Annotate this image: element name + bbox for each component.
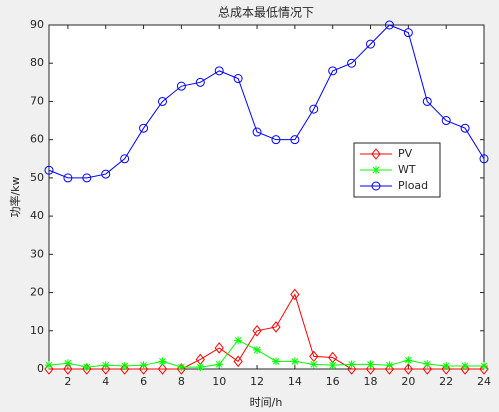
data-point (366, 39, 376, 49)
legend-label: Pload (398, 179, 428, 192)
data-point (460, 123, 470, 133)
chart-title: 总成本最低情况下 (218, 6, 314, 20)
data-point (271, 321, 281, 333)
legend-marker (371, 148, 381, 160)
y-tick-label: 0 (37, 362, 44, 375)
x-tick-label: 6 (140, 375, 147, 388)
y-axis-label: 功率/kw (8, 176, 22, 217)
data-point (309, 104, 319, 114)
data-point (214, 66, 224, 76)
data-point (215, 360, 224, 369)
data-point (63, 363, 73, 375)
legend-box (353, 142, 441, 198)
data-point (422, 96, 432, 106)
x-tick-label: 10 (212, 375, 226, 388)
x-tick-label: 16 (326, 375, 340, 388)
data-point (290, 357, 299, 366)
y-tick-label: 50 (30, 171, 44, 184)
data-point (195, 77, 205, 87)
data-point (403, 363, 413, 375)
data-point (177, 363, 186, 372)
data-point (120, 154, 130, 164)
data-point (271, 357, 280, 366)
data-point (366, 360, 375, 369)
x-axis-label: 时间/h (250, 396, 283, 409)
y-tick-label: 70 (30, 94, 44, 107)
x-tick-label: 14 (288, 375, 302, 388)
data-point (82, 173, 92, 183)
series-line (49, 293, 484, 370)
data-point (120, 361, 129, 370)
x-tick-label: 22 (439, 375, 453, 388)
y-tick-label: 60 (30, 133, 44, 146)
data-point (101, 361, 110, 370)
x-tick-label: 8 (178, 375, 185, 388)
data-point (44, 165, 54, 175)
x-tick-label: 12 (250, 375, 264, 388)
data-point (157, 96, 167, 106)
y-tick-label: 30 (30, 247, 44, 260)
data-point (347, 58, 357, 68)
data-point (461, 361, 470, 370)
x-tick-label: 2 (64, 375, 71, 388)
data-point (139, 361, 148, 370)
data-point (271, 135, 281, 145)
data-point (460, 363, 470, 375)
legend-marker (371, 181, 381, 191)
x-tick-label: 18 (364, 375, 378, 388)
data-point (347, 360, 356, 369)
data-point (63, 173, 73, 183)
data-point (158, 357, 167, 366)
data-point (403, 28, 413, 38)
data-point (290, 135, 300, 145)
data-point (252, 127, 262, 137)
legend-marker (372, 166, 380, 174)
y-tick-label: 20 (30, 286, 44, 299)
data-point (253, 345, 262, 354)
data-point (176, 81, 186, 91)
y-tick-label: 80 (30, 56, 44, 69)
x-tick-label: 24 (477, 375, 491, 388)
legend-label: WT (398, 163, 416, 176)
data-point (479, 154, 489, 164)
legend-label: PV (398, 147, 413, 160)
data-point (82, 363, 91, 372)
data-point (252, 324, 262, 337)
data-point (214, 342, 224, 354)
data-point (233, 355, 243, 368)
data-point (385, 361, 394, 370)
y-tick-label: 10 (30, 324, 44, 337)
data-point (480, 361, 488, 370)
y-tick-label: 90 (30, 18, 44, 31)
data-point (404, 356, 413, 365)
x-tick-label: 20 (401, 375, 415, 388)
x-tick-label: 4 (102, 375, 109, 388)
data-point (328, 66, 338, 76)
data-point (196, 363, 205, 372)
data-point (328, 361, 337, 370)
data-point (290, 288, 300, 301)
data-point (309, 360, 318, 369)
data-point (423, 360, 432, 369)
data-point (479, 363, 489, 375)
data-point (384, 20, 394, 30)
data-point (157, 363, 168, 375)
data-point (120, 363, 130, 375)
y-tick-label: 40 (30, 209, 44, 222)
data-point (234, 336, 243, 345)
data-point (45, 361, 53, 370)
data-point (139, 123, 149, 133)
data-point (63, 359, 72, 368)
data-point (441, 116, 451, 126)
data-point (442, 361, 451, 370)
data-point (233, 74, 243, 84)
data-point (101, 169, 111, 179)
data-point (441, 363, 451, 375)
